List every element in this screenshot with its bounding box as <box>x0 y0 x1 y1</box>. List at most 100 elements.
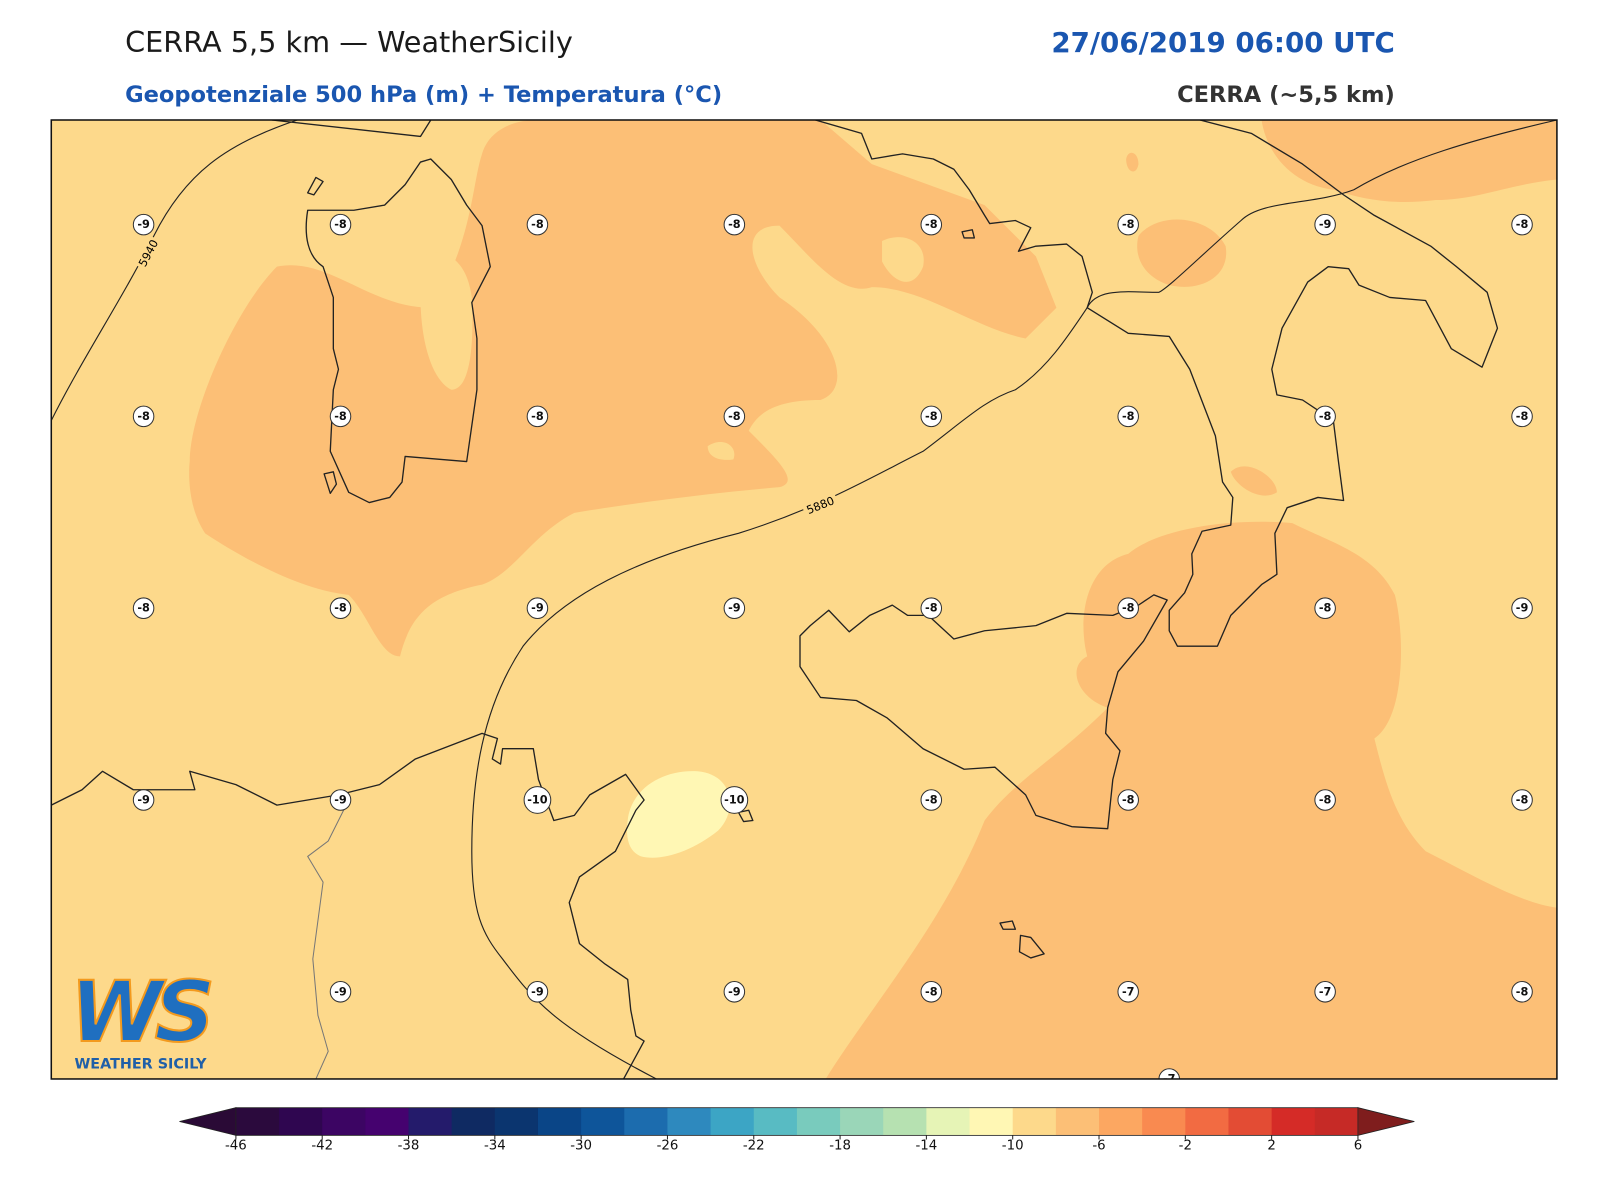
colorbar-segment <box>365 1107 410 1136</box>
station-temperature: -8 <box>925 794 938 807</box>
station-temperature: -8 <box>137 410 150 423</box>
station-temperature: -8 <box>1516 794 1529 807</box>
station-marker <box>920 789 943 811</box>
station-temperature: -8 <box>531 410 544 423</box>
geopotential-contour <box>51 119 298 421</box>
border <box>307 799 350 1079</box>
station-temperature: -10 <box>724 794 745 807</box>
station-temperature: -7 <box>1163 1072 1176 1085</box>
colorbar-tick-label: -6 <box>1092 1138 1105 1153</box>
colorbar-segment <box>926 1107 971 1136</box>
valid-time: 27/06/2019 06:00 UTC <box>1051 26 1394 59</box>
colorbar-segment <box>408 1107 453 1136</box>
colorbar-extend-low <box>179 1107 237 1136</box>
station-marker <box>1158 1068 1180 1079</box>
colorbar-segment <box>494 1107 539 1136</box>
colorbar: -46 -42 -38 -34 -30 -26 -22 -18 -14 -10 -6 -2 2 6 <box>179 1107 1415 1153</box>
station-marker <box>1511 213 1533 236</box>
temperature-field <box>825 521 1557 1079</box>
station-marker <box>132 597 155 619</box>
colorbar-segment <box>883 1107 927 1136</box>
station-marker <box>132 213 155 236</box>
station-marker <box>720 786 749 814</box>
station-marker <box>526 405 549 428</box>
station-temperature: -8 <box>728 410 741 423</box>
station-marker <box>1117 213 1139 236</box>
colorbar-extend-high <box>1357 1107 1415 1136</box>
colorbar-segment <box>1099 1107 1143 1136</box>
station-temperature: -8 <box>1122 218 1135 231</box>
colorbar-tick-label: -10 <box>1002 1138 1024 1153</box>
station-marker <box>1314 405 1336 428</box>
station-marker <box>1117 789 1139 811</box>
colorbar-segment <box>1228 1107 1273 1136</box>
colorbar-tick-label: -14 <box>915 1138 937 1153</box>
colorbar-frame <box>235 1107 1359 1136</box>
colorbar-segment <box>235 1107 280 1136</box>
station-marker <box>1117 405 1139 428</box>
station-temperature: -8 <box>1516 218 1529 231</box>
station-marker <box>920 213 943 236</box>
station-temperature: -7 <box>1319 985 1332 998</box>
station-marker <box>920 405 943 428</box>
station-temperature: -9 <box>728 985 741 998</box>
station-labels: -9 -8 -8 -8 -8 -8 -9 -8 -8 -8 -8 -8 -8 -8 -8 -8 -8 -8 -9 -9… <box>132 213 1533 1085</box>
map: 5940 5880 <box>51 119 1557 1079</box>
colorbar-segment <box>1142 1107 1186 1136</box>
colorbar-tick-label: 6 <box>1354 1138 1362 1153</box>
station-temperature: -8 <box>925 602 938 615</box>
station-marker <box>1511 789 1533 811</box>
station-temperature: -8 <box>925 410 938 423</box>
logo-name: WEATHER SICILY <box>74 1057 207 1073</box>
station-marker <box>329 597 352 619</box>
coastline <box>961 229 976 239</box>
colorbar-segment <box>796 1107 841 1136</box>
station-temperature: -9 <box>137 794 150 807</box>
station-marker <box>1314 789 1336 811</box>
colorbar-segment <box>1185 1107 1229 1136</box>
colorbar-tick-label: -2 <box>1179 1138 1192 1153</box>
station-marker <box>329 213 352 236</box>
colorbar-tick-label: 2 <box>1267 1138 1275 1153</box>
station-marker <box>723 981 746 1003</box>
coastline <box>815 119 1499 647</box>
subtitle: Geopotenziale 500 hPa (m) + Temperatura … <box>125 82 722 108</box>
station-temperature: -9 <box>531 985 544 998</box>
station-temperature: -8 <box>334 410 347 423</box>
coastline <box>737 809 1045 959</box>
colorbar-segment <box>1314 1107 1359 1136</box>
colorbar-segment <box>710 1107 755 1136</box>
station-marker <box>523 786 552 814</box>
colorbar-segment <box>581 1107 625 1136</box>
colorbar-segment <box>969 1107 1014 1136</box>
source: CERRA (~5,5 km) <box>1177 82 1395 108</box>
station-marker <box>329 981 352 1003</box>
station-temperature: -9 <box>1516 602 1529 615</box>
colorbar-segment <box>279 1107 323 1136</box>
colorbar-segment <box>1012 1107 1057 1136</box>
colorbar-segment <box>1055 1107 1100 1136</box>
station-temperature: -9 <box>1319 218 1332 231</box>
colorbar-tick-label: -26 <box>657 1138 679 1153</box>
station-temperature: -10 <box>527 794 548 807</box>
station-temperature: -9 <box>531 602 544 615</box>
station-temperature: -9 <box>137 218 150 231</box>
station-temperature: -8 <box>925 218 938 231</box>
station-temperature: -8 <box>1122 794 1135 807</box>
colorbar-segment <box>840 1107 884 1136</box>
logo-mark: WS <box>70 963 211 1061</box>
station-marker <box>1117 981 1139 1003</box>
coastline <box>51 732 645 1079</box>
station-marker <box>920 597 943 619</box>
station-temperature: -7 <box>1122 985 1135 998</box>
coastline <box>305 158 491 504</box>
station-marker <box>1314 213 1336 236</box>
coastline <box>799 594 1168 830</box>
colorbar-tick-label: -42 <box>311 1138 333 1153</box>
station-temperature: -9 <box>334 794 347 807</box>
colorbar-segment <box>451 1107 496 1136</box>
station-temperature: -9 <box>334 985 347 998</box>
station-temperature: -8 <box>1516 410 1529 423</box>
